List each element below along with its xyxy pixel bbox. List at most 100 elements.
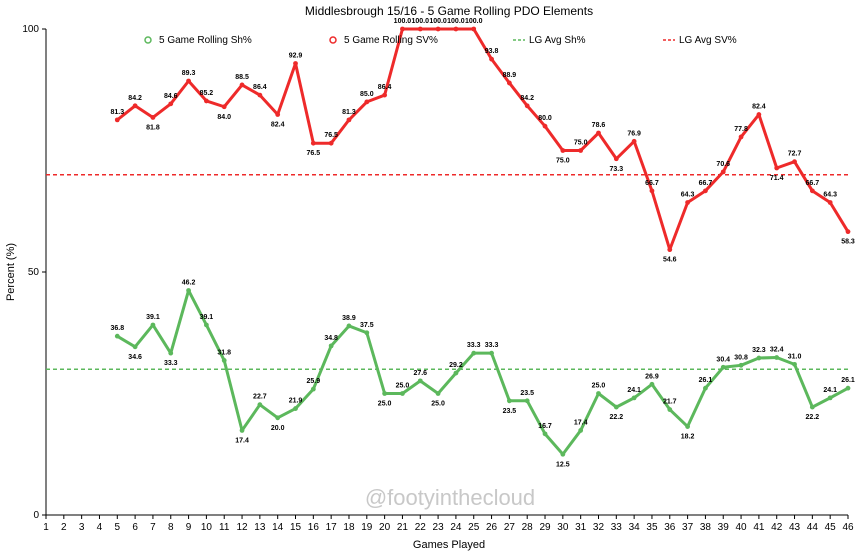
data-label: 38.9 [342,315,356,322]
data-point [293,61,298,66]
data-point [471,350,477,356]
data-label: 72.7 [788,151,802,158]
data-point [186,78,191,84]
data-point [756,355,762,361]
legend-label: 5 Game Rolling SV% [344,35,438,46]
data-label: 22.7 [253,394,267,401]
data-label: 66.7 [699,180,713,187]
data-point [809,404,815,410]
x-tick-label: 32 [593,522,605,533]
data-label: 25.0 [378,401,392,408]
data-point [435,391,441,396]
x-tick-label: 46 [842,522,854,533]
data-point [132,344,138,350]
data-point [756,112,762,117]
data-point [310,386,316,392]
data-point [845,229,851,235]
data-label: 31.0 [788,353,802,360]
data-point [239,428,245,433]
legend-item: 5 Game Rolling SV% [329,35,438,46]
x-tick-label: 43 [789,522,801,533]
x-tick-label: 14 [272,522,284,533]
data-point [738,134,744,140]
data-point [542,431,548,437]
data-point [310,140,316,146]
data-label: 21.9 [289,398,303,405]
data-point [132,103,138,109]
data-label: 34.6 [128,354,142,361]
data-point [524,398,530,404]
data-label: 30.8 [734,354,748,361]
data-label: 100.0 [412,18,430,25]
legend: 5 Game Rolling Sh% 5 Game Rolling SV% LG A… [144,35,737,46]
data-label: 81.3 [342,109,356,116]
x-tick-label: 16 [308,522,320,533]
data-point [685,200,690,205]
data-point [328,343,334,349]
data-label: 64.3 [823,192,837,199]
data-point [685,424,690,429]
data-point [221,358,227,363]
data-label: 80.0 [538,115,552,122]
data-point [560,451,566,457]
data-point [328,140,334,146]
data-point [738,362,744,368]
data-label: 88.9 [503,72,517,79]
x-tick-label: 35 [646,522,658,533]
legend-item: LG Avg SV% [663,35,737,46]
x-tick-label: 30 [557,522,569,533]
data-label: 30.4 [716,356,730,363]
x-tick-label: 12 [236,522,248,533]
data-label: 64.3 [681,192,695,199]
x-tick-label: 11 [219,522,230,533]
x-tick-label: 40 [736,522,748,533]
data-point [150,322,156,328]
x-tick-label: 39 [718,522,730,533]
x-tick-label: 26 [486,522,498,533]
data-point [382,92,388,98]
data-label: 29.2 [449,362,463,369]
data-point [168,101,174,107]
data-point [221,104,227,110]
data-label: 84.6 [164,93,178,100]
data-point [239,82,245,88]
data-label: 73.3 [609,166,623,173]
data-label: 27.6 [413,370,427,377]
data-point [720,169,726,175]
data-label: 93.8 [485,48,499,55]
data-point [471,26,477,32]
data-point [774,355,780,360]
x-tick-label: 37 [682,522,694,533]
data-label: 86.4 [253,84,267,91]
data-label: 76.9 [627,130,641,137]
data-point [596,391,601,396]
data-point [631,395,637,401]
data-point [827,200,833,205]
y-tick-label: 50 [28,267,40,278]
data-label: 33.3 [164,360,178,367]
data-label: 58.3 [841,239,855,246]
data-point [506,398,512,404]
data-label: 100.0 [394,18,412,25]
data-label: 39.1 [200,314,214,321]
data-point [257,402,263,408]
data-label: 84.2 [128,95,142,102]
data-point [417,378,423,384]
x-tick-label: 4 [97,522,103,533]
data-point [204,98,209,104]
x-tick-label: 1 [43,522,49,533]
x-tick-label: 5 [115,522,121,533]
x-tick-label: 7 [150,522,156,533]
x-tick-label: 9 [186,522,192,533]
legend-label: LG Avg Sh% [529,35,586,46]
data-label: 25.0 [396,383,410,390]
y-tick-label: 0 [33,510,39,521]
data-point [168,350,174,356]
data-point [275,415,281,421]
data-label: 82.4 [752,104,766,111]
data-label: 32.3 [752,347,766,354]
x-tick-label: 17 [326,522,338,533]
data-label: 75.0 [556,158,570,165]
x-tick-label: 2 [61,522,67,533]
